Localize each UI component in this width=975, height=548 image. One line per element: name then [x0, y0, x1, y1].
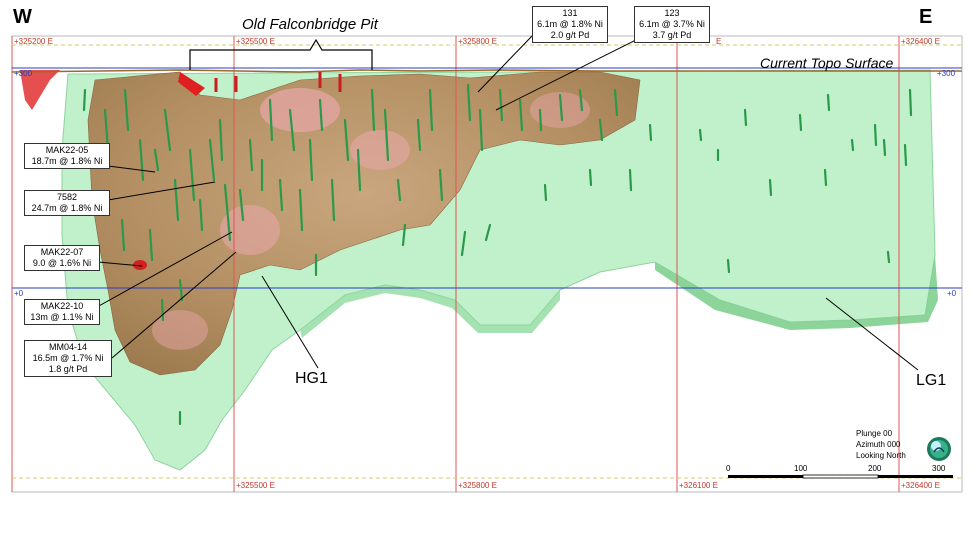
callout-line: 24.7m @ 1.8% Ni	[31, 203, 103, 213]
callout-line: 3.7 g/t Pd	[652, 30, 692, 40]
red-contact-patch	[20, 70, 60, 110]
scale-tick: 200	[868, 464, 882, 473]
easting-bottom-label: +325500 E	[236, 481, 275, 490]
plunge-text: Plunge 00	[856, 429, 893, 438]
topo-surface-line	[11, 69, 962, 73]
pit-high-grade-sliver	[178, 72, 205, 96]
callout-line: 16.5m @ 1.7% Ni	[32, 353, 104, 363]
callout-line: 9.0 @ 1.6% Ni	[32, 258, 92, 268]
hg1-pink-zone	[152, 310, 208, 350]
elevation-label: +0	[14, 289, 24, 298]
callout-mak22-10: MAK22-10 13m @ 1.1% Ni	[24, 299, 100, 325]
callout-line: 6.1m @ 1.8% Ni	[537, 19, 603, 29]
easting-top-label: +325800 E	[458, 37, 497, 46]
callout-7582: 7582 24.7m @ 1.8% Ni	[24, 190, 110, 216]
callout-mak22-07: MAK22-07 9.0 @ 1.6% Ni	[24, 245, 100, 271]
pit-bracket	[189, 38, 373, 70]
callout-line: MM04-14	[48, 342, 87, 352]
callout-line: MAK22-05	[45, 145, 89, 155]
easting-top-label: +325200 E	[14, 37, 53, 46]
scale-bar	[728, 474, 953, 479]
callout-123: 123 6.1m @ 3.7% Ni 3.7 g/t Pd	[634, 6, 710, 43]
hg1-label: HG1	[295, 370, 328, 387]
west-label: W	[13, 6, 32, 28]
pit-intercept-marks	[214, 72, 342, 92]
elevation-grid-lines	[12, 67, 962, 289]
callout-mak22-05: MAK22-05 18.7m @ 1.8% Ni	[24, 143, 110, 169]
callout-line: 18.7m @ 1.8% Ni	[31, 156, 103, 166]
callout-line: 1.8 g/t Pd	[48, 364, 88, 374]
easting-grid-lines	[11, 36, 900, 492]
easting-top-label: E	[716, 37, 722, 46]
elevation-label: +300	[937, 69, 956, 78]
hg1-pink-zone	[220, 205, 280, 255]
drill-holes	[82, 83, 913, 426]
callout-line: 131	[562, 8, 578, 18]
easting-top-label: +325500 E	[236, 37, 275, 46]
callout-line: 13m @ 1.1% Ni	[30, 312, 94, 322]
easting-bottom-label: +326400 E	[901, 481, 940, 490]
scale-tick: 300	[932, 464, 946, 473]
scale-tick: 0	[726, 464, 731, 473]
easting-top-label: +326400 E	[901, 37, 940, 46]
callout-line: 123	[664, 8, 680, 18]
compass-icon	[927, 437, 951, 461]
scale-tick: 100	[794, 464, 808, 473]
pit-label: Old Falconbridge Pit	[242, 16, 378, 33]
callout-line: 2.0 g/t Pd	[550, 30, 590, 40]
lg1-label: LG1	[916, 372, 947, 389]
callout-line: 7582	[56, 192, 78, 202]
topo-surface-label: Current Topo Surface	[760, 55, 894, 71]
lg1-shell-lower-edge	[655, 255, 938, 330]
red-high-grade-spot	[133, 260, 147, 270]
elevation-label: +0	[947, 289, 957, 298]
azimuth-text: Azimuth 000	[856, 440, 901, 449]
easting-bottom-label: +325800 E	[458, 481, 497, 490]
view-orientation: Plunge 00 Azimuth 000 Looking North	[856, 428, 906, 461]
east-label: E	[919, 6, 933, 28]
elevation-label: +300	[14, 69, 33, 78]
hg1-shell	[87, 71, 641, 376]
callout-line: 6.1m @ 3.7% Ni	[639, 19, 705, 29]
hg1-pink-zone	[350, 130, 410, 170]
easting-bottom-label: +326100 E	[679, 481, 718, 490]
lg1-shell-lower-edge-2	[300, 285, 560, 338]
callout-leaders	[87, 35, 919, 371]
looking-text: Looking North	[856, 451, 906, 460]
callout-131: 131 6.1m @ 1.8% Ni 2.0 g/t Pd	[532, 6, 608, 43]
callout-mm04-14: MM04-14 16.5m @ 1.7% Ni 1.8 g/t Pd	[24, 340, 112, 377]
callout-line: MAK22-07	[40, 247, 84, 257]
callout-line: MAK22-10	[40, 301, 84, 311]
hg1-pink-zone	[530, 92, 590, 128]
